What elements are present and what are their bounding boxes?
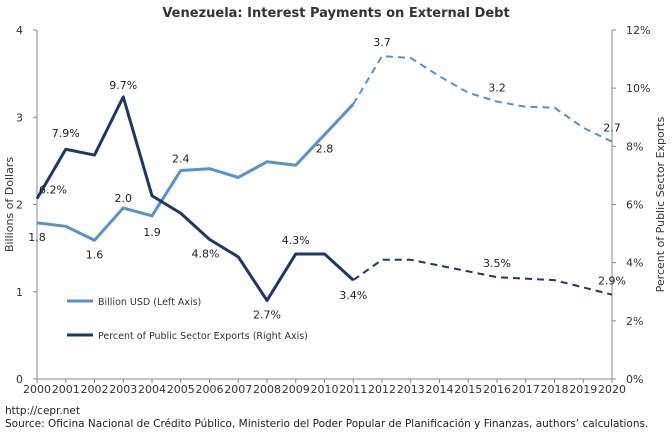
data-label-series-0: 2.7 [603,122,621,135]
x-tick-label: 2018 [541,383,569,396]
x-tick-label: 2020 [598,383,626,396]
footer-url: http://cepr.net [5,405,80,417]
chart-title: Venezuela: Interest Payments on External… [162,6,509,21]
x-tick-label: 2008 [253,383,281,396]
data-label-series-1: 4.8% [192,247,220,260]
right-tick-label: 6% [626,199,643,212]
right-axis-title: Percent of Public Sector Exports [654,116,667,292]
right-tick-label: 12% [626,24,650,37]
x-tick-label: 2001 [52,383,80,396]
data-label-series-0: 2.0 [115,192,133,205]
data-label-series-1: 2.7% [253,308,281,321]
x-tick-label: 2000 [23,383,51,396]
data-label-series-0: 1.8 [28,231,46,244]
right-tick-label: 2% [626,315,643,328]
x-tick-label: 2019 [569,383,597,396]
series-0-line-projection [352,55,613,143]
x-tick-label: 2012 [368,383,396,396]
data-label-series-1: 2.9% [598,275,626,288]
data-label-series-0: 3.7 [373,36,391,49]
data-label-series-1: 3.5% [483,257,511,270]
legend-label-1: Percent of Public Sector Exports (Right … [98,331,308,342]
right-tick-label: 10% [626,82,650,95]
left-tick-label: 3 [16,111,23,124]
x-tick-label: 2007 [224,383,252,396]
data-label-series-0: 3.2 [488,82,506,95]
left-axis-title: Billions of Dollars [3,157,16,252]
data-label-series-1: 4.3% [282,234,310,247]
data-label-series-1: 6.2% [39,184,67,197]
left-tick-label: 4 [16,24,23,37]
right-tick-label: 8% [626,140,643,153]
x-tick-label: 2002 [81,383,109,396]
data-label-series-0: 2.8 [316,143,334,156]
series-1-line-historical [35,95,355,302]
x-tick-label: 2014 [426,383,454,396]
series-1-line-projection [352,258,613,296]
x-tick-label: 2006 [196,383,224,396]
x-tick-label: 2004 [138,383,166,396]
right-tick-label: 4% [626,257,643,270]
data-label-series-1: 3.4% [339,289,367,302]
legend-label-0: Billion USD (Left Axis) [98,297,201,308]
x-tick-label: 2016 [483,383,511,396]
footer-source: Source: Oficina Nacional de Crédito Públ… [5,418,649,430]
x-tick-label: 2015 [454,383,482,396]
x-tick-label: 2003 [109,383,137,396]
data-label-series-0: 2.4 [172,152,190,165]
left-tick-label: 0 [16,373,23,386]
series-0-line-historical [36,103,355,242]
left-tick-label: 2 [16,199,23,212]
data-label-series-1: 7.9% [52,127,80,140]
data-label-series-0: 1.6 [86,248,104,261]
right-tick-label: 0% [626,373,643,386]
x-tick-label: 2017 [512,383,540,396]
x-tick-label: 2011 [339,383,367,396]
data-label-series-0: 1.9 [143,226,161,239]
x-tick-label: 2009 [282,383,310,396]
data-label-series-1: 9.7% [109,79,137,92]
x-tick-label: 2013 [397,383,425,396]
left-tick-label: 1 [16,286,23,299]
x-tick-label: 2010 [311,383,339,396]
x-tick-label: 2005 [167,383,195,396]
